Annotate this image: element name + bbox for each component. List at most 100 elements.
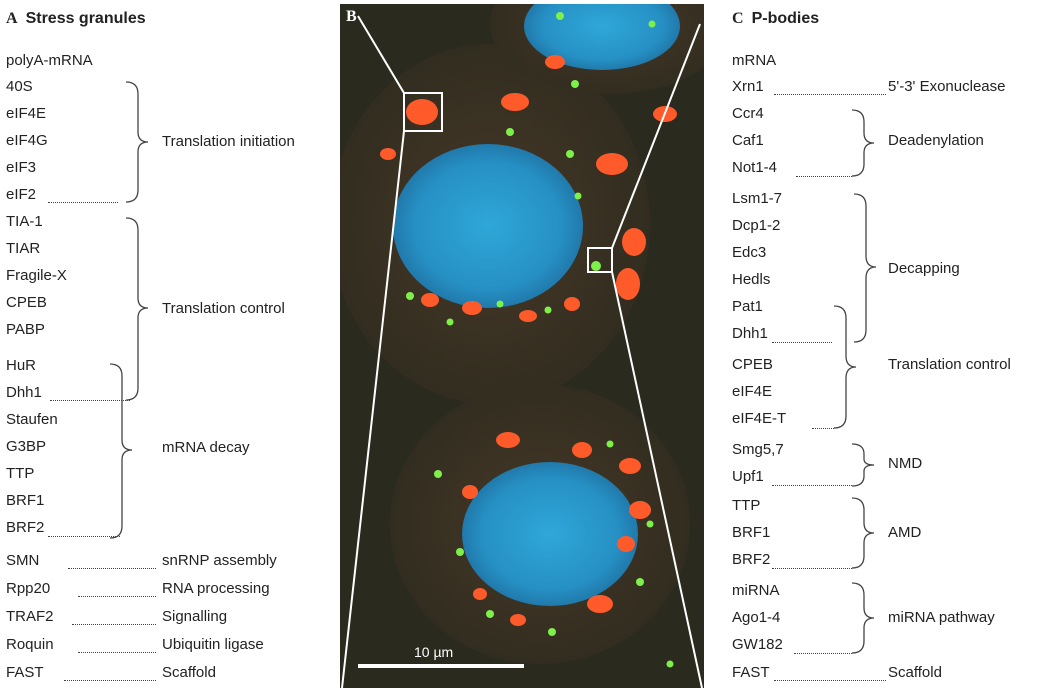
p-body <box>566 150 574 158</box>
function-label: Ubiquitin ligase <box>162 636 264 653</box>
protein-label: Staufen <box>6 411 58 428</box>
inset-box <box>403 92 443 132</box>
function-label: 5'-3' Exonuclease <box>888 78 1006 95</box>
scale-bar-label: 10 µm <box>414 644 454 660</box>
group-label: mRNA decay <box>162 439 250 456</box>
p-body <box>406 292 414 300</box>
group-label: NMD <box>888 455 923 472</box>
p-body <box>456 548 464 556</box>
protein-label: CPEB <box>6 294 47 311</box>
stress-granule <box>619 458 641 474</box>
stress-granule <box>462 485 478 499</box>
p-body <box>648 20 656 28</box>
brace-icon <box>125 217 149 401</box>
stress-granule <box>629 501 651 519</box>
stress-granule <box>462 301 482 315</box>
protein-label: SMN <box>6 552 40 569</box>
dotted-leader <box>772 568 852 569</box>
dotted-leader <box>64 680 156 681</box>
microscopy-image: B 10 µm <box>340 4 704 688</box>
function-label: Scaffold <box>888 664 942 681</box>
brace-icon <box>851 443 875 487</box>
protein-label: Caf1 <box>732 132 764 149</box>
protein-label: Smg5,7 <box>732 441 784 458</box>
stress-granule <box>587 595 613 613</box>
p-body <box>556 12 564 20</box>
dotted-leader <box>68 568 156 569</box>
dotted-leader <box>72 624 156 625</box>
p-body <box>548 628 556 636</box>
group-label: Decapping <box>888 260 960 277</box>
protein-label: CPEB <box>732 356 773 373</box>
protein-label: eIF3 <box>6 159 37 176</box>
panel-c-title: P-bodies <box>751 10 820 27</box>
stress-granule <box>473 588 487 600</box>
protein-label: TIA-1 <box>6 213 43 230</box>
p-body <box>574 192 582 200</box>
group-label: Deadenylation <box>888 132 984 149</box>
p-body <box>544 306 552 314</box>
brace-icon <box>851 497 875 569</box>
protein-label: Ccr4 <box>732 105 764 122</box>
stress-granule <box>616 268 640 300</box>
protein-label: eIF2 <box>6 186 37 203</box>
function-label: Signalling <box>162 608 228 625</box>
zoom-line <box>357 15 405 94</box>
panel-a-letter: A <box>6 10 18 27</box>
protein-label: PABP <box>6 321 45 338</box>
function-label: Scaffold <box>162 664 216 681</box>
protein-label: Rpp20 <box>6 580 51 597</box>
protein-label: HuR <box>6 357 37 374</box>
panel-c-letter: C <box>732 10 744 27</box>
protein-label: Upf1 <box>732 468 764 485</box>
p-body <box>446 318 454 326</box>
protein-label: TIAR <box>6 240 41 257</box>
protein-label: Ago1-4 <box>732 609 781 626</box>
protein-label: Roquin <box>6 636 54 653</box>
panel-b-letter: B <box>346 8 357 25</box>
panel-a-heading: A Stress granules <box>6 10 146 28</box>
protein-label: Fragile-X <box>6 267 67 284</box>
p-body-group <box>406 12 674 668</box>
protein-label: Edc3 <box>732 244 767 261</box>
stress-granule <box>501 93 529 111</box>
brace-icon <box>851 582 875 654</box>
zoom-line <box>611 271 703 688</box>
group-label: Translation control <box>888 356 1011 373</box>
p-body <box>606 440 614 448</box>
dotted-leader <box>48 536 120 537</box>
protein-label: G3BP <box>6 438 47 455</box>
protein-label: Xrn1 <box>732 78 764 95</box>
nucleus <box>524 4 680 70</box>
p-body <box>666 660 674 668</box>
stress-granule <box>572 442 592 458</box>
stress-granule <box>617 536 635 552</box>
p-body <box>646 520 654 528</box>
protein-label: Not1-4 <box>732 159 778 176</box>
protein-label: GW182 <box>732 636 783 653</box>
function-label: RNA processing <box>162 580 270 597</box>
group-label: AMD <box>888 524 922 541</box>
function-label: snRNP assembly <box>162 552 277 569</box>
p-body <box>496 300 504 308</box>
stress-granule <box>564 297 580 311</box>
inset-box <box>587 247 613 273</box>
protein-label: FAST <box>6 664 44 681</box>
dotted-leader <box>772 342 832 343</box>
group-label: Translation control <box>162 300 285 317</box>
dotted-leader <box>772 485 852 486</box>
dotted-leader <box>774 94 886 95</box>
protein-label: eIF4E <box>732 383 773 400</box>
protein-label: Dhh1 <box>6 384 42 401</box>
dotted-leader <box>794 653 852 654</box>
protein-label: BRF1 <box>732 524 771 541</box>
stress-granule <box>421 293 439 307</box>
protein-label: 40S <box>6 78 33 95</box>
p-body <box>636 578 644 586</box>
dotted-leader <box>774 680 886 681</box>
protein-label: Hedls <box>732 271 771 288</box>
p-body <box>486 610 494 618</box>
protein-label: BRF1 <box>6 492 45 509</box>
dotted-leader <box>796 176 852 177</box>
protein-label: eIF4G <box>6 132 48 149</box>
